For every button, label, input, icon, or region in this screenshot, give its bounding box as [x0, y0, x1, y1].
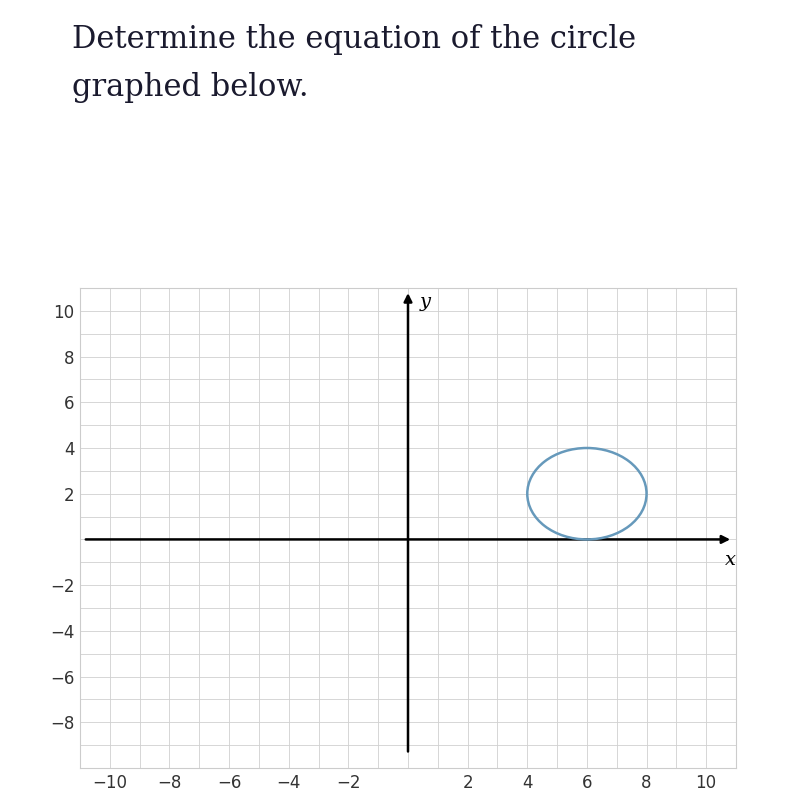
- Text: x: x: [725, 551, 735, 569]
- Text: graphed below.: graphed below.: [72, 72, 309, 103]
- Text: Determine the equation of the circle: Determine the equation of the circle: [72, 24, 636, 55]
- Text: y: y: [420, 293, 431, 310]
